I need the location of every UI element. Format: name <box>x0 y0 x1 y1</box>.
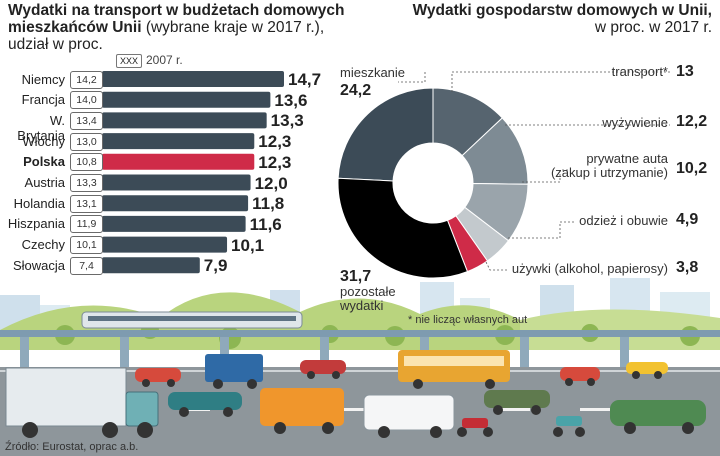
bar-value-label: 13,3 <box>270 111 304 131</box>
value-2007-label: 13,3 <box>70 174 103 192</box>
value-2007-label: 11,9 <box>70 215 103 234</box>
bar-value-label: 12,3 <box>258 152 292 172</box>
donut-category-label: prywatne auta (zakup i utrzymanie) <box>550 151 668 180</box>
bar-8 <box>102 236 228 253</box>
bar-category-label: Czechy <box>21 237 65 253</box>
red-car-2-icon <box>300 360 346 379</box>
right-chart-title: Wydatki gospodarstw domowych w Unii, w p… <box>412 2 712 36</box>
leader-line <box>451 71 670 92</box>
donut-category-label: pozostałe wydatki <box>340 284 396 313</box>
teal-car-icon <box>168 392 242 417</box>
footnote: * nie licząc własnych aut <box>408 314 528 326</box>
bar-value-label: 7,9 <box>203 256 228 276</box>
value-2007-label: 14,0 <box>70 91 103 110</box>
bar-value-label: 13,6 <box>274 90 308 110</box>
bar-category-label: Hiszpania <box>7 216 65 232</box>
olive-car-icon <box>484 390 550 415</box>
donut-value-label: 31,7 <box>340 268 372 285</box>
value-2007-label: 14,2 <box>70 70 103 89</box>
donut-value-label: 4,9 <box>676 211 699 228</box>
leader-line <box>398 72 426 83</box>
donut-value-label: 12,2 <box>676 113 708 130</box>
motorbike-icon <box>457 418 493 437</box>
green-car-icon <box>610 400 706 434</box>
bar-4 <box>102 153 255 170</box>
bar-6 <box>102 195 249 212</box>
red-car-3-icon <box>560 367 600 386</box>
orange-van-icon <box>260 388 344 434</box>
white-van-icon <box>363 394 455 438</box>
bus-icon <box>398 350 510 389</box>
bar-value-label: 12,3 <box>258 132 292 152</box>
donut-value-label: 24,2 <box>340 82 372 99</box>
bar-category-label: Holandia <box>13 195 65 211</box>
left-chart-title: Wydatki na transport w budżetach domowyc… <box>8 2 345 53</box>
blue-van-icon <box>205 354 263 389</box>
bar-category-label: Słowacja <box>12 257 65 273</box>
bar-category-label: Austria <box>24 175 65 190</box>
value-2007-label: 13,0 <box>70 132 103 151</box>
bar-5 <box>102 174 251 191</box>
leader-line <box>522 169 568 183</box>
taxi-icon <box>626 362 668 379</box>
bar-9 <box>102 257 200 274</box>
donut-value-label: 3,8 <box>676 259 699 276</box>
bar-value-label: 10,1 <box>231 235 265 255</box>
bar-1 <box>102 91 271 108</box>
bar-2 <box>102 112 267 129</box>
leader-line <box>508 221 576 239</box>
donut-category-label: mieszkanie <box>340 65 406 80</box>
bar-category-label: Włochy <box>22 133 65 149</box>
bar-value-label: 12,0 <box>254 173 288 193</box>
bar-category-label: Polska <box>23 154 65 170</box>
red-car-icon <box>135 368 181 387</box>
bar-value-label: 11,6 <box>249 214 282 234</box>
value-2007-label: 10,1 <box>70 236 103 255</box>
donut-category-label: używki (alkohol, papierosy) <box>511 261 668 276</box>
donut-category-label: wyżywienie <box>602 115 668 130</box>
source-note: Źródło: Eurostat, oprac a.b. <box>5 441 139 453</box>
donut-slice-0 <box>337 87 434 182</box>
legend-2007-box: XXX <box>116 54 142 68</box>
donut-slice-6 <box>337 177 469 279</box>
donut-category-label: odzież i obuwie <box>579 213 668 228</box>
bar-category-label: Francja <box>21 92 65 108</box>
scooter-icon <box>553 416 585 437</box>
bar-7 <box>102 215 246 232</box>
donut-value-label: 10,2 <box>676 160 708 177</box>
value-2007-label: 13,1 <box>70 194 103 213</box>
leader-line <box>485 261 507 271</box>
value-2007-label: 7,4 <box>70 256 103 275</box>
bar-category-label: W. Brytania <box>17 112 65 143</box>
truck-icon <box>5 367 159 438</box>
legend-2007-label: 2007 r. <box>146 53 183 67</box>
bar-3 <box>102 133 255 150</box>
donut-value-label: 13 <box>676 63 694 80</box>
value-2007-label: 13,4 <box>70 111 103 130</box>
train-icon <box>81 311 303 329</box>
bar-0 <box>102 71 284 87</box>
bar-category-label: Niemcy <box>21 71 65 87</box>
bar-value-label: 14,7 <box>288 70 322 89</box>
value-2007-label: 10,8 <box>70 153 103 172</box>
donut-category-label: transport* <box>611 64 668 79</box>
bar-value-label: 11,8 <box>252 194 285 214</box>
